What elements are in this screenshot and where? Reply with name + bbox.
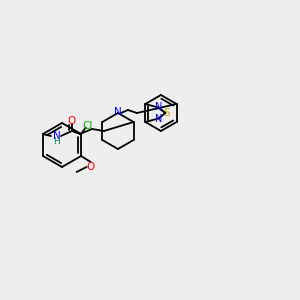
Text: N: N	[53, 131, 61, 141]
Text: N: N	[155, 101, 162, 112]
Text: S: S	[163, 108, 170, 118]
Text: O: O	[86, 162, 95, 172]
Text: Cl: Cl	[82, 121, 93, 130]
Text: O: O	[68, 116, 76, 126]
Text: N: N	[114, 107, 122, 117]
Text: H: H	[54, 137, 60, 146]
Text: N: N	[155, 115, 162, 124]
